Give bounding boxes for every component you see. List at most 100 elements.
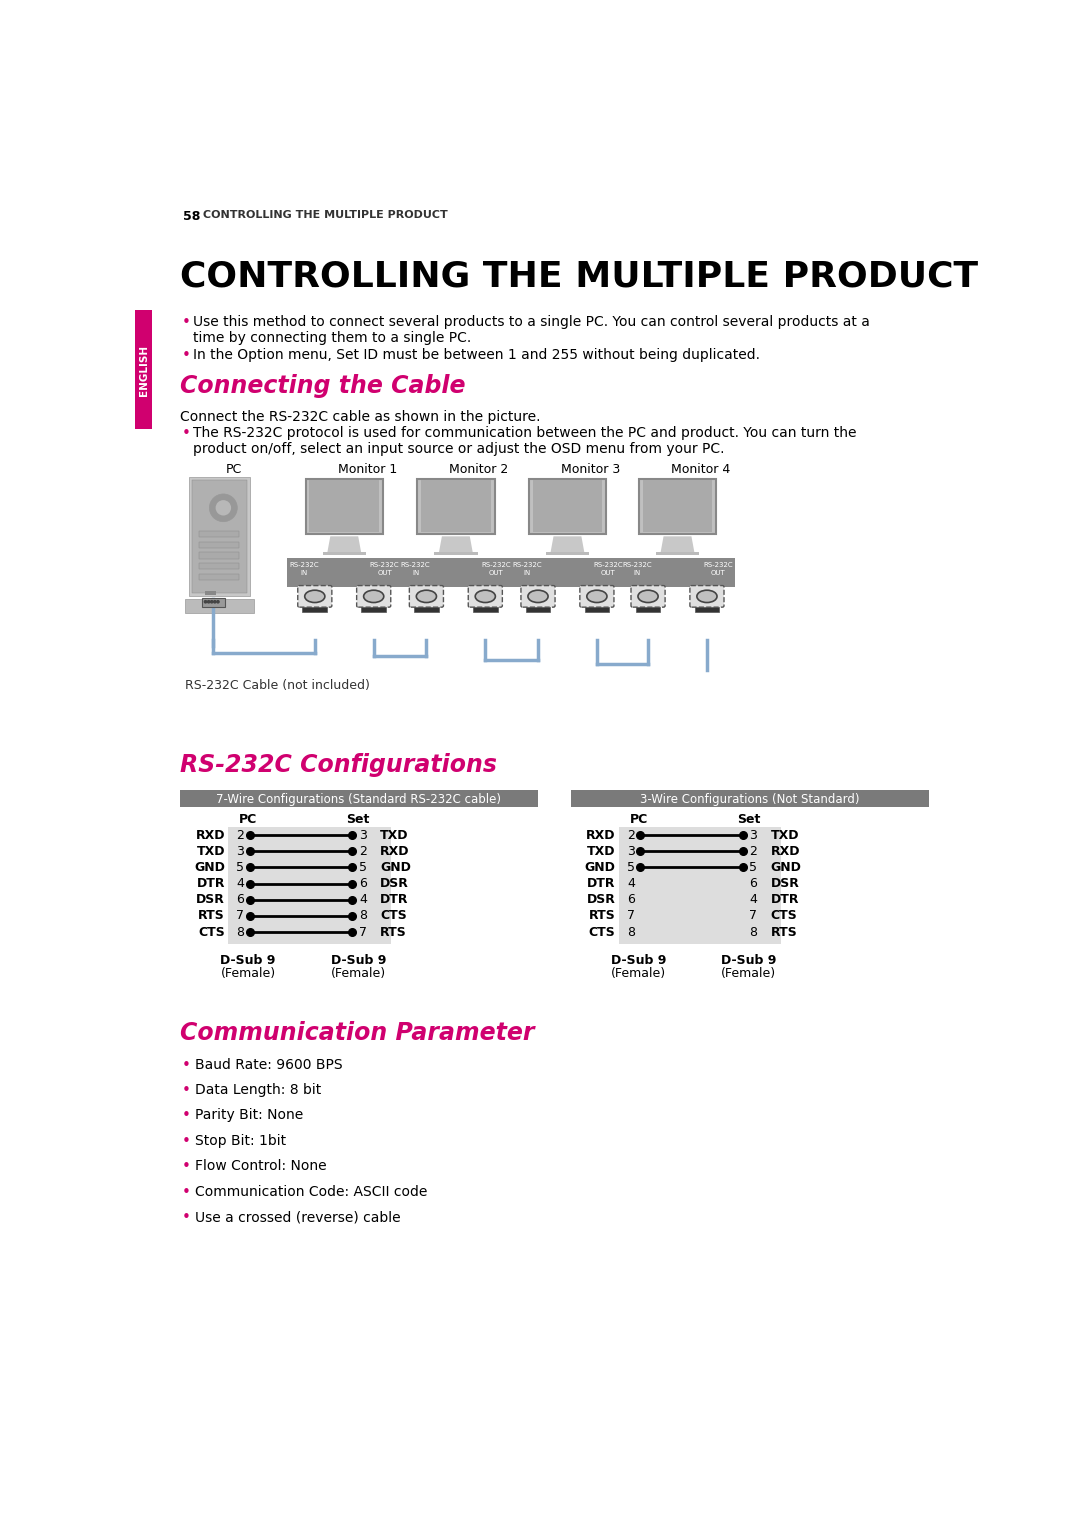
Text: 6: 6 xyxy=(359,878,367,890)
Bar xyxy=(545,552,590,555)
Text: 6: 6 xyxy=(627,893,635,907)
Text: TXD: TXD xyxy=(380,829,408,841)
Bar xyxy=(302,607,327,611)
Text: RXD: RXD xyxy=(380,844,409,858)
Text: DSR: DSR xyxy=(380,878,408,890)
Text: •: • xyxy=(181,1160,190,1173)
Bar xyxy=(180,789,538,806)
Text: Communication Code: ASCII code: Communication Code: ASCII code xyxy=(195,1184,428,1199)
Text: DSR: DSR xyxy=(586,893,616,907)
Text: •: • xyxy=(181,1108,190,1123)
Text: 8: 8 xyxy=(627,925,635,939)
Text: •: • xyxy=(181,427,190,442)
Bar xyxy=(199,553,239,559)
Text: 4: 4 xyxy=(359,893,367,907)
Bar xyxy=(694,607,719,611)
Text: 3: 3 xyxy=(237,844,244,858)
Text: •: • xyxy=(181,347,190,363)
Bar xyxy=(199,541,239,547)
Text: DSR: DSR xyxy=(197,893,225,907)
Bar xyxy=(434,552,477,555)
Text: 7: 7 xyxy=(359,925,367,939)
Text: TXD: TXD xyxy=(588,844,616,858)
Text: 5: 5 xyxy=(627,861,635,873)
Polygon shape xyxy=(551,536,584,553)
Text: OUT: OUT xyxy=(377,570,392,576)
Bar xyxy=(636,607,661,611)
Text: Parity Bit: None: Parity Bit: None xyxy=(195,1108,303,1122)
Text: 3: 3 xyxy=(359,829,367,841)
Text: CONTROLLING THE MULTIPLE PRODUCT: CONTROLLING THE MULTIPLE PRODUCT xyxy=(203,210,448,219)
Text: DTR: DTR xyxy=(588,878,616,890)
Text: RS-232C: RS-232C xyxy=(369,562,400,568)
Ellipse shape xyxy=(305,590,325,602)
Polygon shape xyxy=(438,536,473,553)
Bar xyxy=(526,607,551,611)
Text: 3: 3 xyxy=(627,844,635,858)
Bar xyxy=(510,558,625,587)
Text: Monitor 4: Monitor 4 xyxy=(671,463,730,475)
Circle shape xyxy=(210,494,238,521)
Bar xyxy=(189,477,249,596)
Text: RS-232C: RS-232C xyxy=(401,562,430,568)
Text: Set: Set xyxy=(738,812,760,826)
Text: DSR: DSR xyxy=(770,878,799,890)
Text: GND: GND xyxy=(770,861,801,873)
Ellipse shape xyxy=(638,590,658,602)
Circle shape xyxy=(211,600,213,604)
Text: 2: 2 xyxy=(627,829,635,841)
Text: Communication Parameter: Communication Parameter xyxy=(180,1021,535,1044)
Bar xyxy=(362,607,387,611)
Text: 5: 5 xyxy=(237,861,244,873)
FancyBboxPatch shape xyxy=(580,585,613,607)
Bar xyxy=(323,552,366,555)
Bar xyxy=(619,826,781,945)
Text: 4: 4 xyxy=(750,893,757,907)
Bar xyxy=(199,575,239,581)
Bar xyxy=(399,558,513,587)
Text: RS-232C Configurations: RS-232C Configurations xyxy=(180,753,497,777)
Bar xyxy=(643,480,713,532)
Text: CONTROLLING THE MULTIPLE PRODUCT: CONTROLLING THE MULTIPLE PRODUCT xyxy=(180,261,978,294)
Bar xyxy=(417,479,495,533)
Text: •: • xyxy=(181,1210,190,1225)
Text: 5: 5 xyxy=(750,861,757,873)
Text: RS-232C: RS-232C xyxy=(289,562,319,568)
Bar xyxy=(135,309,152,430)
Bar xyxy=(199,530,239,536)
Text: RTS: RTS xyxy=(198,910,225,922)
Bar xyxy=(473,607,498,611)
Text: IN: IN xyxy=(524,570,530,576)
Text: •: • xyxy=(181,1184,190,1199)
Text: •: • xyxy=(181,1058,190,1073)
Text: (Female): (Female) xyxy=(330,966,386,980)
Bar xyxy=(306,479,383,533)
Text: CTS: CTS xyxy=(589,925,616,939)
Bar xyxy=(638,479,716,533)
Ellipse shape xyxy=(586,590,607,602)
Text: Flow Control: None: Flow Control: None xyxy=(195,1160,327,1173)
FancyBboxPatch shape xyxy=(356,585,391,607)
Text: DTR: DTR xyxy=(197,878,225,890)
Text: RTS: RTS xyxy=(770,925,797,939)
Text: 8: 8 xyxy=(750,925,757,939)
Text: GND: GND xyxy=(380,861,410,873)
Text: •: • xyxy=(181,315,190,331)
Text: TXD: TXD xyxy=(770,829,799,841)
FancyBboxPatch shape xyxy=(298,585,332,607)
Text: IN: IN xyxy=(411,570,419,576)
Text: ENGLISH: ENGLISH xyxy=(138,344,149,396)
Bar xyxy=(192,480,246,593)
Text: DTR: DTR xyxy=(770,893,799,907)
Ellipse shape xyxy=(416,590,436,602)
Text: 7: 7 xyxy=(627,910,635,922)
Text: GND: GND xyxy=(584,861,616,873)
Polygon shape xyxy=(661,536,694,553)
Text: 8: 8 xyxy=(359,910,367,922)
Bar xyxy=(656,552,699,555)
Text: Connecting the Cable: Connecting the Cable xyxy=(180,373,465,398)
Circle shape xyxy=(214,600,216,604)
FancyBboxPatch shape xyxy=(631,585,665,607)
Bar xyxy=(414,607,438,611)
Text: product on/off, select an input source or adjust the OSD menu from your PC.: product on/off, select an input source o… xyxy=(193,442,725,456)
